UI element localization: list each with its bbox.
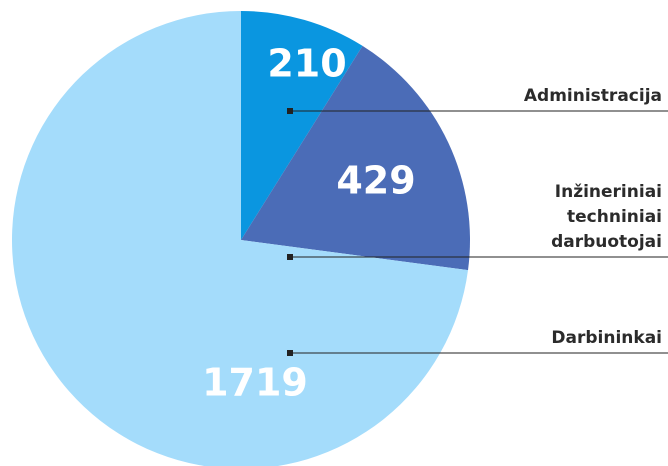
pie-slice: [241, 45, 471, 271]
leader-dot: [287, 254, 293, 260]
value-label: 1719: [202, 361, 308, 405]
pie-slice: [241, 11, 363, 240]
category-label: Darbininkai: [551, 328, 662, 348]
category-label: Administracija: [523, 86, 662, 106]
leader-dot: [287, 108, 293, 114]
value-label: 429: [336, 159, 415, 203]
category-label: Inžineriniai techniniai darbuotojai: [551, 182, 662, 252]
value-label: 210: [267, 42, 346, 86]
leader-dot: [287, 350, 293, 356]
pie-slice: [12, 11, 469, 466]
